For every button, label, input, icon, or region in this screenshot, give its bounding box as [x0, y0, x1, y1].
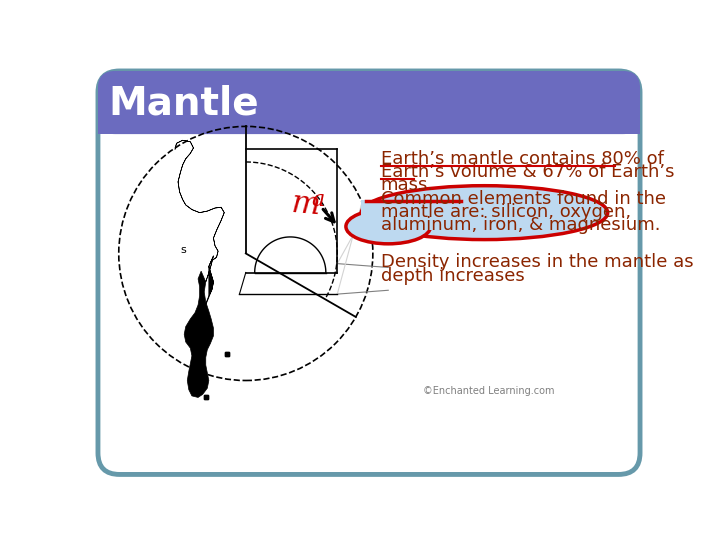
Bar	[361, 200, 462, 231]
Ellipse shape	[361, 186, 608, 240]
Text: Density increases in the mantle as: Density increases in the mantle as	[381, 253, 693, 272]
Text: depth increases: depth increases	[381, 267, 524, 285]
Text: s: s	[180, 246, 186, 255]
Text: Earth’s mantle contains 80% of: Earth’s mantle contains 80% of	[381, 150, 663, 167]
Text: mantle are: silicon, oxygen,: mantle are: silicon, oxygen,	[381, 204, 631, 221]
Text: m: m	[290, 188, 322, 221]
FancyBboxPatch shape	[98, 71, 640, 134]
Text: Earth’s volume & 67% of Earth’s: Earth’s volume & 67% of Earth’s	[381, 163, 674, 180]
Bar	[98, 103, 640, 134]
Ellipse shape	[346, 209, 431, 244]
Text: Mantle: Mantle	[109, 84, 259, 122]
Text: aluminum, iron, & magnesium.: aluminum, iron, & magnesium.	[381, 217, 660, 234]
FancyBboxPatch shape	[98, 71, 640, 475]
Polygon shape	[175, 140, 224, 305]
Polygon shape	[184, 256, 213, 397]
Text: ©Enchanted Learning.com: ©Enchanted Learning.com	[423, 386, 554, 396]
Text: mass.: mass.	[381, 176, 433, 194]
Text: Common elements found in the: Common elements found in the	[381, 190, 665, 208]
Text: a: a	[312, 188, 325, 211]
